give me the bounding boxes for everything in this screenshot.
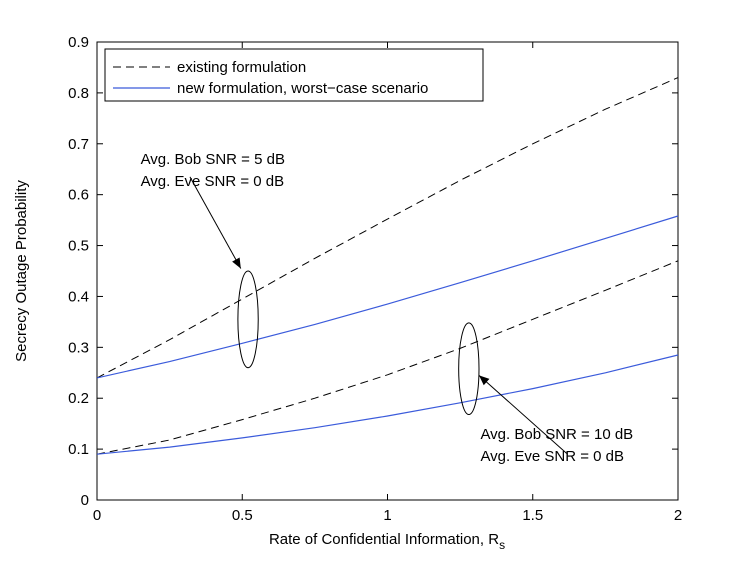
plot-area: [96, 41, 679, 501]
legend-box: [104, 48, 484, 102]
axis-ticks: 0 0.5 1 1.5 2 0 0.1 0.2 0.3 0.4 0.5 0.6 0.7 0.8 0.9: [68, 34, 682, 524]
y-tick-label: 0.8: [68, 85, 89, 102]
annotation-bob5-line2: Avg. Eve SNR = 0 dB: [141, 173, 285, 190]
x-tick-label: 0: [93, 507, 101, 524]
annotation-ellipse-bob10: [458, 322, 480, 416]
annotation-bob5-line1: Avg. Bob SNR = 5 dB: [141, 151, 285, 168]
x-tick-label: 1: [383, 507, 391, 524]
y-tick-label: 0.4: [68, 288, 89, 305]
legend: existing formulation new formulation, wo…: [104, 48, 484, 102]
y-tick-label: 0.9: [68, 34, 89, 51]
series-line-3: [96, 260, 679, 455]
x-tick-label: 1.5: [522, 507, 543, 524]
series-line-2: [96, 215, 679, 379]
annotations-layer: [189, 176, 568, 455]
series-layer: [96, 77, 679, 455]
y-tick-label: 0.5: [68, 238, 89, 255]
y-tick-label: 0.6: [68, 187, 89, 204]
y-tick-label: 0: [81, 492, 89, 509]
x-axis-label-subscript: s: [499, 538, 505, 552]
y-tick-label: 0.1: [68, 441, 89, 458]
annotation-ellipse-bob5: [237, 270, 259, 369]
series-line-1: [96, 77, 679, 379]
annotation-bob10-line2: Avg. Eve SNR = 0 dB: [480, 448, 624, 465]
y-axis-label: Secrecy Outage Probability: [13, 180, 30, 362]
annotation-arrowhead-bob5: [232, 257, 241, 269]
y-tick-label: 0.3: [68, 339, 89, 356]
x-tick-label: 0.5: [232, 507, 253, 524]
legend-label-new: new formulation, worst−case scenario: [177, 80, 428, 97]
legend-label-existing: existing formulation: [177, 59, 306, 76]
series-line-4: [96, 354, 679, 455]
y-tick-label: 0.2: [68, 390, 89, 407]
x-axis-label-main: Rate of Confidential Information, R: [269, 531, 499, 548]
annotation-arrowhead-bob10: [479, 375, 490, 386]
x-axis-label: Rate of Confidential Information, Rs: [269, 531, 505, 552]
annotation-arrow-bob10: [478, 374, 568, 455]
annotation-bob10-line1: Avg. Bob SNR = 10 dB: [480, 426, 633, 443]
y-tick-label: 0.7: [68, 136, 89, 153]
x-tick-label: 2: [674, 507, 682, 524]
annotation-arrow-bob5: [189, 176, 242, 269]
